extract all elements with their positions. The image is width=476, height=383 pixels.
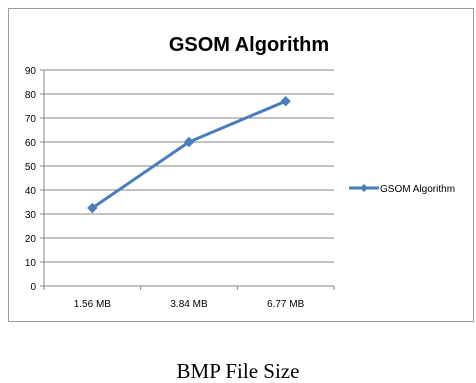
legend-marker	[360, 184, 368, 192]
chart-frame: GSOM Algorithm 0 10 20 30 40 50 60 70 80 90 1.56 M…	[8, 8, 474, 322]
y-tick-label: 80	[25, 90, 37, 101]
x-tick-label: 3.84 MB	[170, 299, 208, 310]
y-tick-label: 20	[25, 234, 37, 245]
data-point	[183, 136, 195, 148]
y-tick-label: 70	[25, 114, 37, 125]
x-tick-label: 6.77 MB	[267, 299, 305, 310]
y-tick-label: 10	[25, 258, 37, 269]
y-tick-label: 40	[25, 186, 37, 197]
data-point	[87, 202, 98, 214]
line-chart: GSOM Algorithm 0 10 20 30 40 50 60 70 80 90 1.56 M…	[25, 34, 455, 310]
y-tick-label: 30	[25, 210, 37, 221]
x-tick-label: 1.56 MB	[74, 299, 112, 310]
legend-label: GSOM Algorithm	[380, 184, 455, 195]
chart-title: GSOM Algorithm	[169, 34, 329, 56]
y-tick-label: 60	[25, 138, 37, 149]
figure-caption: BMP File Size	[176, 359, 300, 383]
series-line	[91, 99, 287, 210]
y-tick-label: 50	[25, 162, 37, 173]
data-point	[280, 95, 291, 107]
y-tick-label: 90	[25, 66, 37, 77]
y-tick-label: 0	[30, 282, 36, 293]
